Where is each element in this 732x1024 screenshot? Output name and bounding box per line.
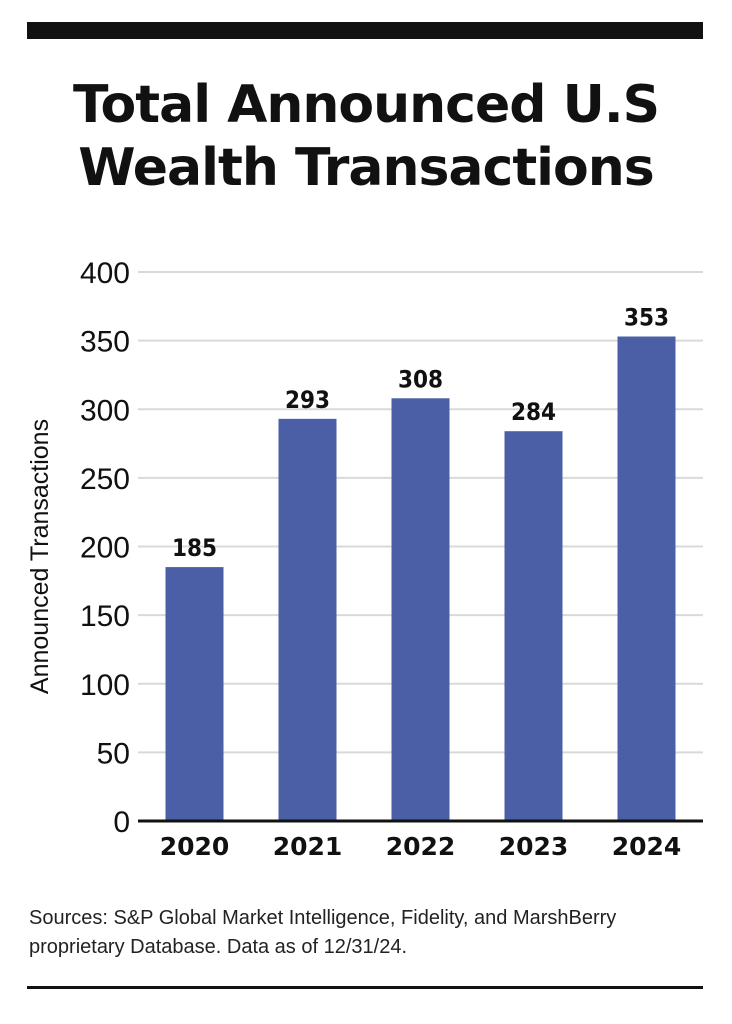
y-tick-label: 200 [80,532,130,565]
y-tick-label: 50 [97,737,130,770]
y-tick-label: 0 [113,806,130,839]
data-label: 185 [172,534,217,562]
y-axis-label: Announced Transactions [26,419,54,694]
x-tick-label: 2021 [273,832,343,861]
source-note: Sources: S&P Global Market Intelligence,… [29,907,617,958]
x-tick-label: 2022 [386,832,456,861]
y-tick-label: 250 [80,463,130,496]
data-label: 293 [285,386,330,414]
data-label: 284 [511,398,556,426]
y-tick-label: 350 [80,326,130,359]
y-tick-label: 150 [80,600,130,633]
data-label: 308 [398,365,443,393]
data-label: 353 [624,304,669,332]
chart-title: Total Announced U.S Wealth Transactions [0,74,732,200]
top-rule [27,22,703,39]
y-tick-label: 100 [80,669,130,702]
x-tick-label: 2020 [160,832,230,861]
chart-title-line-2: Wealth Transactions [78,138,654,198]
bottom-rule [27,986,703,989]
chart-title-line-1: Total Announced U.S [72,75,660,135]
x-tick-label: 2023 [499,832,569,861]
y-tick-label: 400 [80,257,130,290]
bar [391,398,450,821]
y-tick-label: 300 [80,394,130,427]
bar [617,336,676,821]
bar [165,567,224,821]
bar [278,418,337,821]
bar [504,431,563,821]
x-tick-label: 2024 [612,832,682,861]
